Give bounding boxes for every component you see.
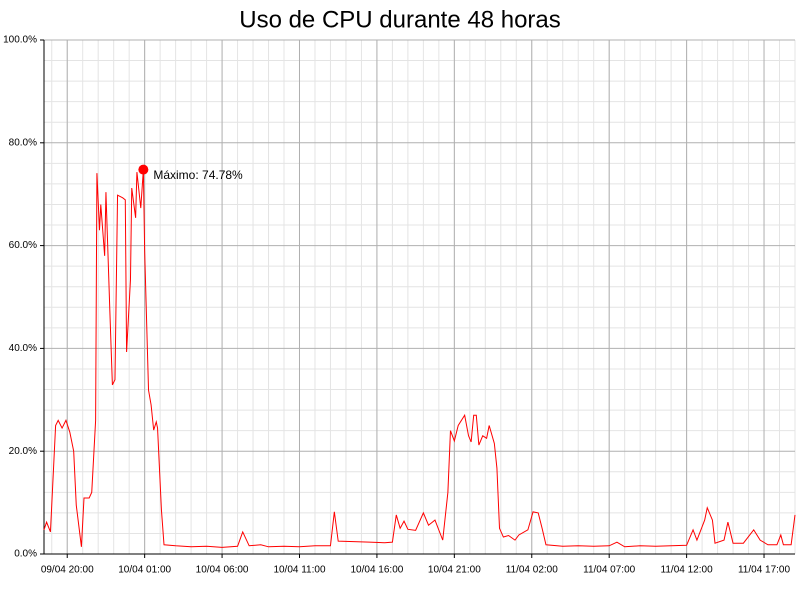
y-tick-label: 60.0% (9, 240, 37, 251)
y-tick-label: 100.0% (3, 35, 37, 46)
x-tick-label: 11/04 07:00 (583, 565, 636, 576)
x-tick-label: 10/04 21:00 (428, 565, 481, 576)
max-annotation: Máximo: 74.78% (153, 168, 243, 182)
max-marker (138, 164, 149, 175)
y-tick-label: 20.0% (9, 446, 37, 457)
x-tick-label: 10/04 11:00 (273, 565, 326, 576)
x-tick-label: 10/04 06:00 (196, 565, 249, 576)
y-tick-label: 80.0% (9, 137, 37, 148)
x-tick-label: 10/04 01:00 (118, 565, 171, 576)
y-tick-label: 40.0% (9, 343, 37, 354)
x-tick-label: 11/04 12:00 (661, 565, 714, 576)
cpu-line (43, 169, 796, 548)
x-tick-label: 10/04 16:00 (351, 565, 404, 576)
x-tick-label: 09/04 20:00 (41, 565, 94, 576)
x-tick-label: 11/04 17:00 (738, 565, 791, 576)
x-tick-label: 11/04 02:00 (506, 565, 559, 576)
y-tick-label: 0.0% (14, 549, 37, 560)
chart-title: Uso de CPU durante 48 horas (239, 6, 561, 33)
